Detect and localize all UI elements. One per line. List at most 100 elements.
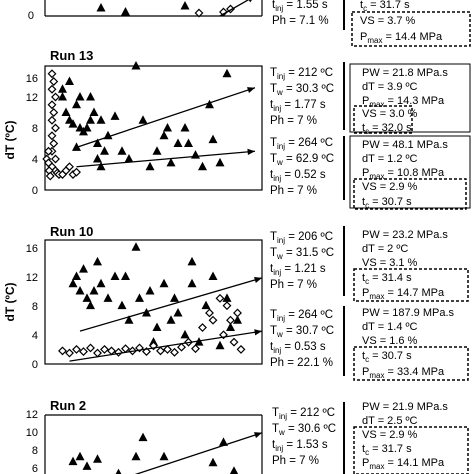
diamond-point <box>205 308 214 318</box>
result-line: dT = 2.5 ºC <box>362 415 418 427</box>
triangle-point <box>58 92 67 101</box>
diamond-point <box>47 69 57 79</box>
y-tick: 0 <box>32 185 38 197</box>
y-tick: 0 <box>28 10 34 22</box>
y-axis-label: dT (ºC) <box>3 120 17 159</box>
diamond-point <box>58 346 67 356</box>
triangle-point <box>159 130 169 140</box>
triangle-point <box>117 300 127 310</box>
y-axis-label: dT (ºC) <box>3 282 17 321</box>
result-line: Pmax = 10.8 MPa <box>362 167 445 181</box>
result-box <box>353 426 469 474</box>
diamond-point <box>208 315 218 325</box>
result-line: tc = 31.7 s <box>362 443 412 457</box>
diamond-point <box>233 308 242 318</box>
diamond-point <box>226 315 235 325</box>
result-line: Pmax = 14.7 MPa <box>362 287 445 301</box>
y-tick: 8 <box>32 445 38 457</box>
triangle-point <box>159 451 169 461</box>
triangle-point <box>124 315 134 324</box>
result-line: dT = 2 ºC <box>362 243 408 255</box>
triangle-point <box>145 161 155 171</box>
result-line: VS = 3.0 % <box>362 108 418 120</box>
triangle-point <box>163 123 172 132</box>
plot-marks <box>42 61 256 181</box>
result-line: PW = 187.9 MPa.s <box>362 307 455 319</box>
arrow-head <box>254 432 262 439</box>
diamond-point <box>236 344 246 354</box>
triangle-point <box>86 300 95 310</box>
triangle-point <box>184 138 193 147</box>
triangle-point <box>205 99 214 109</box>
plot-frame <box>44 239 263 365</box>
param-line: Ph = 7.1 % <box>272 15 329 27</box>
triangle-point <box>229 466 239 474</box>
diamond-point <box>229 337 239 347</box>
triangle-point <box>166 315 176 324</box>
result-line: tc = 32.0 s <box>362 122 412 136</box>
triangle-point <box>68 119 78 128</box>
triangle-point <box>65 76 74 85</box>
diamond-point <box>79 347 88 357</box>
triangle-point <box>173 307 183 317</box>
param-line: tinj = 1.53 s <box>272 439 328 453</box>
triangle-point <box>86 92 95 101</box>
triangle-point <box>75 92 85 101</box>
triangle-point <box>75 451 85 461</box>
triangle-point <box>121 7 130 16</box>
diamond-point <box>191 344 200 354</box>
diamond-point <box>219 7 228 17</box>
diamond-point <box>65 348 74 358</box>
triangle-point <box>208 457 218 467</box>
trend-line <box>79 277 263 332</box>
y-tick: 4 <box>32 330 38 342</box>
triangle-point <box>135 293 144 302</box>
result-box <box>349 63 471 133</box>
triangle-point <box>131 242 141 251</box>
triangle-point <box>93 154 102 163</box>
diamond-point <box>107 346 116 356</box>
param-line: Ph = 7 % <box>270 279 317 291</box>
triangle-point <box>115 468 122 474</box>
triangle-point <box>159 278 169 288</box>
result-line: PW = 23.2 MPa.s <box>362 229 448 241</box>
param-line: Tinj = 212 ºC <box>272 407 335 421</box>
result-line: tc = 30.7 s <box>362 350 412 364</box>
triangle-point <box>72 142 81 151</box>
result-box <box>351 11 471 47</box>
param-line: Tinj = 212 ºC <box>270 67 333 81</box>
triangle-point <box>131 61 141 70</box>
result-line: Pmax = 14.1 MPa <box>362 457 445 471</box>
y-tick: 10 <box>26 427 38 439</box>
diamond-point <box>163 344 172 354</box>
triangle-point <box>198 161 207 171</box>
diamond-point <box>47 115 57 125</box>
y-tick: 8 <box>32 123 38 135</box>
triangle-point <box>145 286 155 295</box>
triangle-point <box>89 286 99 295</box>
trend-line <box>76 87 256 148</box>
triangle-point <box>131 451 141 461</box>
triangle-point <box>222 293 232 302</box>
triangle-point <box>68 456 78 466</box>
triangle-point <box>72 99 81 109</box>
param-line: Ph = 7 % <box>270 115 317 127</box>
diamond-point <box>47 131 57 141</box>
diamond-point <box>49 139 59 148</box>
param-line: Tw = 30.7 ºC <box>270 325 334 339</box>
result-line: PW = 21.9 MPa.s <box>362 401 448 413</box>
diamond-point <box>198 323 207 332</box>
result-box <box>353 268 469 302</box>
param-line: Tinj = 264 ºC <box>270 137 333 151</box>
param-line: Ph = 22.1 % <box>270 357 333 369</box>
triangle-point <box>233 315 242 324</box>
y-tick: 16 <box>26 243 38 255</box>
triangle-point <box>61 107 71 116</box>
triangle-point <box>68 278 78 288</box>
triangle-point <box>96 278 106 288</box>
run-label: Run 2 <box>50 398 86 413</box>
param-line: Ph = 7 % <box>272 455 319 467</box>
trend-line <box>76 150 256 168</box>
panel-run10: Run 10 dT (ºC) 0 4 8 12 16 Tinj = 206 ºC… <box>3 224 469 381</box>
diamond-point <box>114 347 123 357</box>
